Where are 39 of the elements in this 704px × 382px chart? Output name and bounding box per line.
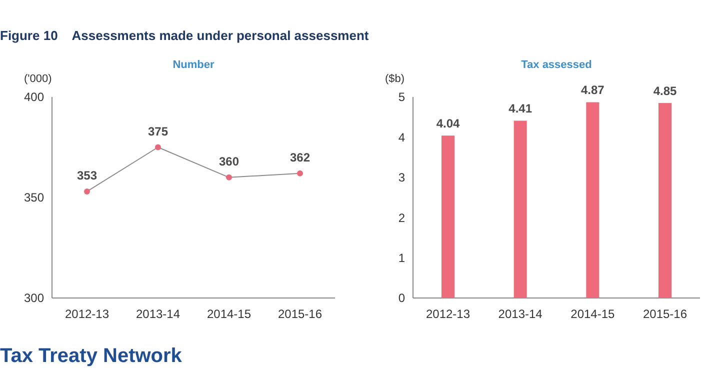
y-tick-label: 2 xyxy=(398,210,406,225)
y-tick-label: 350 xyxy=(24,190,44,205)
x-tick-label: 2013-14 xyxy=(136,307,180,321)
chart-subtitle: Number xyxy=(172,59,215,71)
y-axis-title: ('000) xyxy=(24,73,52,85)
point xyxy=(155,144,161,150)
x-tick-label: 2012-13 xyxy=(64,307,110,321)
y-axis-title: ($b) xyxy=(385,73,405,85)
data-label: 4.41 xyxy=(508,102,532,116)
y-tick-label: 5 xyxy=(398,90,406,104)
y-tick-label: 4 xyxy=(398,130,406,144)
chart-subtitle: Tax assessed xyxy=(521,59,592,71)
chart-title: Figure 10 Assessments made under personal assessment xyxy=(0,28,370,43)
x-tick-label: 2012-13 xyxy=(426,307,470,321)
y-tick-label: 0 xyxy=(398,291,406,306)
y-tick-label: 300 xyxy=(24,291,44,306)
bar xyxy=(442,136,454,298)
text: Tax Treaty Network xyxy=(0,345,183,367)
x-tick-label: 2013-14 xyxy=(498,307,543,321)
bar xyxy=(586,102,600,298)
x-tick-label: 2014-15 xyxy=(570,307,616,321)
x-tick-label: 2015-16 xyxy=(642,307,688,321)
data-label: 360 xyxy=(218,154,240,168)
data-label: 353 xyxy=(76,168,98,182)
data-label: 362 xyxy=(290,150,310,164)
data-label: 375 xyxy=(148,124,168,138)
point xyxy=(226,174,232,180)
y-tick-label: 3 xyxy=(398,170,406,185)
y-tick-label: 400 xyxy=(24,90,44,104)
bar xyxy=(514,120,527,298)
bar xyxy=(658,103,672,298)
point xyxy=(297,170,303,176)
data-label: 4.85 xyxy=(653,84,677,98)
point xyxy=(84,188,90,194)
x-tick-label: 2015-16 xyxy=(278,307,322,321)
data-label: 4.87 xyxy=(580,83,605,98)
data-label: 4.04 xyxy=(436,116,460,131)
x-tick-label: 2014-15 xyxy=(206,307,252,321)
y-tick-label: 1 xyxy=(398,251,406,265)
